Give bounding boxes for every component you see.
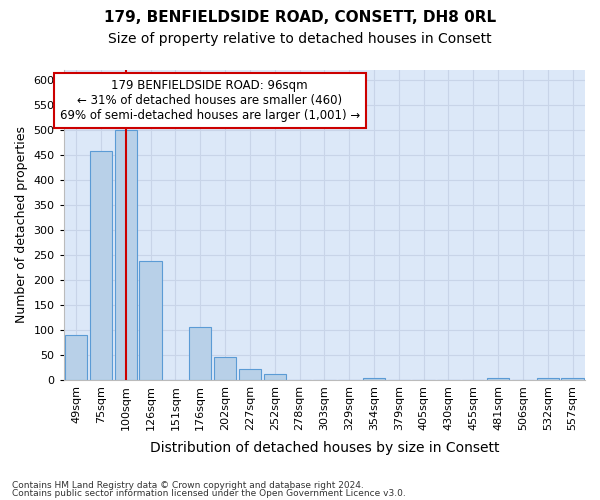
Bar [214,357,236,380]
Bar [90,151,112,380]
Bar [139,262,162,380]
Bar [115,130,137,380]
Bar [189,328,211,380]
Bar [562,378,584,380]
Bar [263,374,286,380]
Text: 179 BENFIELDSIDE ROAD: 96sqm
← 31% of detached houses are smaller (460)
69% of s: 179 BENFIELDSIDE ROAD: 96sqm ← 31% of de… [59,80,360,122]
Bar [239,370,261,380]
Bar [536,378,559,380]
Bar [65,336,87,380]
Text: Size of property relative to detached houses in Consett: Size of property relative to detached ho… [108,32,492,46]
Y-axis label: Number of detached properties: Number of detached properties [15,126,28,324]
Text: Contains public sector information licensed under the Open Government Licence v3: Contains public sector information licen… [12,488,406,498]
Text: 179, BENFIELDSIDE ROAD, CONSETT, DH8 0RL: 179, BENFIELDSIDE ROAD, CONSETT, DH8 0RL [104,10,496,25]
X-axis label: Distribution of detached houses by size in Consett: Distribution of detached houses by size … [149,441,499,455]
Bar [363,378,385,380]
Bar [487,378,509,380]
Text: Contains HM Land Registry data © Crown copyright and database right 2024.: Contains HM Land Registry data © Crown c… [12,481,364,490]
